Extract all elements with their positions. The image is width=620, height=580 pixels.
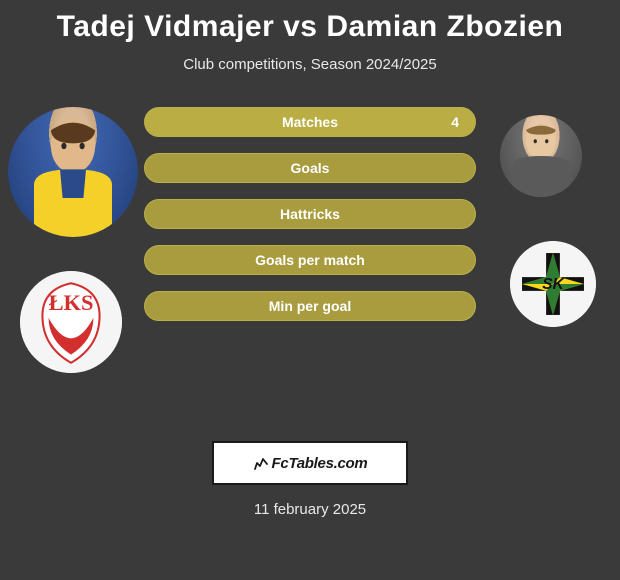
- fctables-logo-icon: [253, 455, 269, 471]
- stat-label: Goals per match: [255, 252, 365, 268]
- left-player-avatar: [8, 107, 138, 237]
- player-silhouette-icon: [8, 107, 138, 237]
- stat-label: Matches: [282, 114, 338, 130]
- stat-value-right: 4: [451, 114, 459, 130]
- comparison-area: ŁKS SK Matches 4 Goals Hattricks Goals p…: [0, 101, 620, 391]
- page-title: Tadej Vidmajer vs Damian Zbozien: [0, 0, 620, 44]
- right-team-logo: SK: [510, 241, 596, 327]
- stat-bar-goals: Goals: [144, 153, 476, 183]
- stat-bar-matches: Matches 4: [144, 107, 476, 137]
- team-crest-icon: SK: [510, 241, 596, 327]
- right-player-avatar: [500, 115, 582, 197]
- subtitle: Club competitions, Season 2024/2025: [0, 56, 620, 73]
- stat-bar-goals-per-match: Goals per match: [144, 245, 476, 275]
- left-team-logo: ŁKS: [20, 271, 122, 373]
- stat-label: Hattricks: [280, 206, 340, 222]
- source-text: FcTables.com: [253, 455, 368, 472]
- stat-bar-min-per-goal: Min per goal: [144, 291, 476, 321]
- svg-text:SK: SK: [542, 276, 565, 293]
- stat-label: Goals: [291, 160, 330, 176]
- stat-label: Min per goal: [269, 298, 351, 314]
- source-site-label: FcTables.com: [272, 455, 368, 472]
- stat-bar-hattricks: Hattricks: [144, 199, 476, 229]
- stats-list: Matches 4 Goals Hattricks Goals per matc…: [144, 107, 476, 337]
- player-silhouette-icon: [500, 115, 582, 197]
- svg-text:ŁKS: ŁKS: [49, 290, 94, 315]
- team-crest-icon: ŁKS: [20, 271, 122, 373]
- source-badge: FcTables.com: [212, 441, 408, 485]
- date-label: 11 february 2025: [0, 501, 620, 518]
